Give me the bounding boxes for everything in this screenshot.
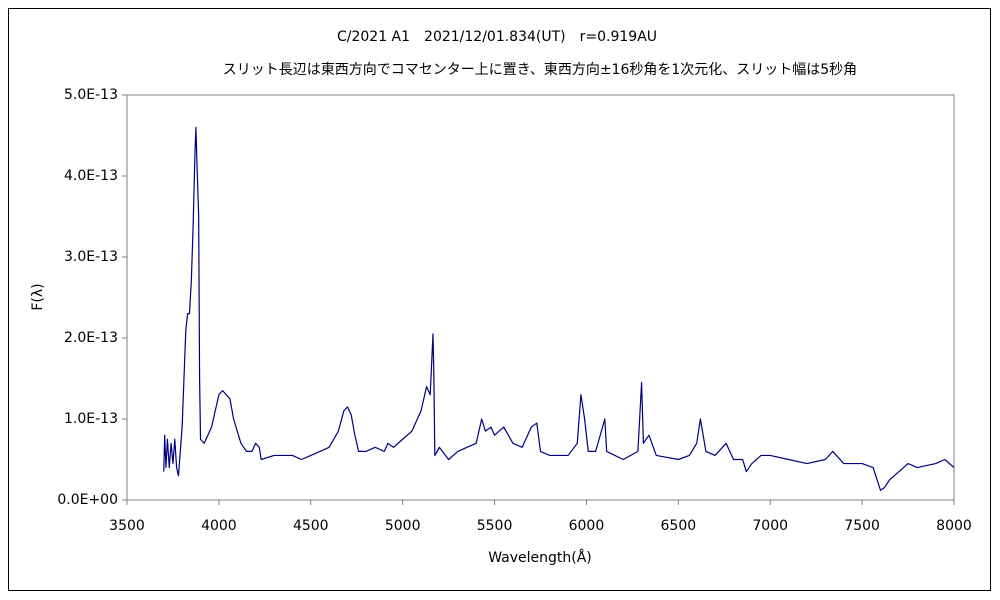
x-tick-label: 4500 [293, 518, 329, 534]
y-tick-label: 5.0E-13 [64, 87, 118, 103]
y-tick-label: 2.0E-13 [64, 330, 118, 346]
y-tick-label: 1.0E-13 [64, 411, 118, 427]
x-tick-label: 7500 [844, 518, 880, 534]
chart-subtitle: スリット長辺は東西方向でコマセンター上に置き、東西方向±16秒角を1次元化、スリ… [223, 62, 857, 78]
y-tick-label: 0.0E+00 [57, 492, 118, 508]
plot-area [126, 94, 955, 501]
x-axis-label: Wavelength(Å) [488, 549, 592, 566]
spectrum-line [163, 126, 955, 491]
y-tick-label: 3.0E-13 [64, 249, 118, 265]
x-tick-label: 6000 [569, 518, 605, 534]
x-tick-label: 6500 [661, 518, 697, 534]
x-tick-label: 5500 [477, 518, 513, 534]
x-tick-label: 7000 [752, 518, 788, 534]
x-tick-label: 8000 [936, 518, 972, 534]
x-tick-label: 5000 [385, 518, 421, 534]
chart-title: C/2021 A1 2021/12/01.834(UT) r=0.919AU [337, 29, 657, 45]
y-tick-label: 4.0E-13 [64, 168, 118, 184]
x-tick-label: 3500 [109, 518, 145, 534]
x-tick-label: 4000 [201, 518, 237, 534]
y-axis-label: F(λ) [30, 283, 46, 310]
